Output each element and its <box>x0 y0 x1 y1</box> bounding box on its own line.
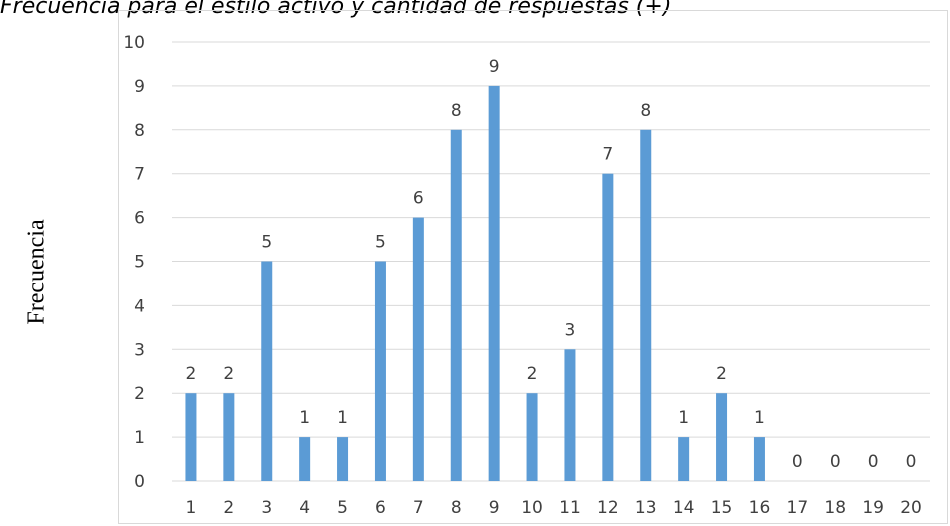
data-label: 1 <box>754 408 765 428</box>
bar-5 <box>337 437 349 481</box>
y-tick-label: 10 <box>123 33 145 53</box>
y-tick-label: 5 <box>134 253 145 273</box>
bars <box>185 85 765 482</box>
data-label: 5 <box>261 233 272 253</box>
data-label: 2 <box>186 364 197 384</box>
data-label: 2 <box>223 364 234 384</box>
chart-frame <box>118 10 948 524</box>
y-tick-label: 7 <box>134 165 145 185</box>
data-label: 5 <box>375 233 386 253</box>
data-label: 0 <box>868 452 879 472</box>
data-label: 2 <box>527 364 538 384</box>
x-tick-label: 9 <box>489 498 500 518</box>
x-tick-label: 18 <box>824 498 846 518</box>
bar-13 <box>640 129 652 482</box>
x-tick-label: 10 <box>521 498 543 518</box>
data-label: 8 <box>640 101 651 121</box>
bar-10 <box>526 393 538 481</box>
y-tick-label: 1 <box>134 428 145 448</box>
data-label: 2 <box>716 364 727 384</box>
bar-7 <box>412 217 424 481</box>
data-label: 0 <box>792 452 803 472</box>
data-label: 0 <box>906 452 917 472</box>
y-tick-label: 6 <box>134 209 145 229</box>
data-labels: 2 2 5 1 1 5 6 8 9 2 3 7 8 1 2 1 0 0 0 0 <box>186 57 917 472</box>
x-tick-label: 17 <box>787 498 809 518</box>
x-tick-label: 5 <box>337 498 348 518</box>
x-tick-label: 6 <box>375 498 386 518</box>
x-tick-label: 2 <box>223 498 234 518</box>
data-label: 1 <box>678 408 689 428</box>
x-tick-labels: 1 2 3 4 5 6 7 8 9 10 11 12 13 14 15 16 17 18 19 20 <box>186 498 922 518</box>
x-tick-label: 4 <box>299 498 310 518</box>
bar-1 <box>185 393 197 481</box>
y-tick-label: 2 <box>134 384 145 404</box>
y-tick-label: 4 <box>134 296 145 316</box>
bar-9 <box>488 85 500 482</box>
bar-14 <box>678 437 690 481</box>
gridlines <box>172 41 930 482</box>
data-label: 1 <box>337 408 348 428</box>
bar-4 <box>299 437 311 481</box>
data-label: 1 <box>299 408 310 428</box>
data-label: 7 <box>602 145 613 165</box>
y-tick-label: 9 <box>134 77 145 97</box>
bar-11 <box>564 349 576 481</box>
x-tick-label: 19 <box>862 498 884 518</box>
x-tick-label: 20 <box>900 498 922 518</box>
y-tick-label: 8 <box>134 121 145 141</box>
bar-12 <box>602 173 614 481</box>
y-tick-labels: 0 1 2 3 4 5 6 7 8 9 10 <box>123 33 145 492</box>
data-label: 8 <box>451 101 462 121</box>
data-label: 0 <box>830 452 841 472</box>
data-label: 9 <box>489 57 500 77</box>
data-label: 3 <box>565 320 576 340</box>
x-tick-label: 15 <box>711 498 733 518</box>
data-label: 6 <box>413 189 424 209</box>
x-tick-label: 13 <box>635 498 657 518</box>
x-tick-label: 16 <box>749 498 771 518</box>
bar-3 <box>261 261 273 481</box>
x-tick-label: 8 <box>451 498 462 518</box>
x-tick-label: 14 <box>673 498 695 518</box>
chart-title: Frecuencia para el estilo activo y canti… <box>0 0 672 19</box>
bar-15 <box>716 393 728 481</box>
bar-2 <box>223 393 235 481</box>
x-tick-label: 3 <box>261 498 272 518</box>
x-tick-label: 1 <box>186 498 197 518</box>
x-tick-label: 11 <box>559 498 581 518</box>
x-tick-label: 7 <box>413 498 424 518</box>
x-tick-label: 12 <box>597 498 619 518</box>
y-tick-label: 0 <box>134 472 145 492</box>
y-tick-label: 3 <box>134 340 145 360</box>
bar-8 <box>450 129 462 482</box>
bar-16 <box>753 437 765 481</box>
bar-6 <box>374 261 386 481</box>
